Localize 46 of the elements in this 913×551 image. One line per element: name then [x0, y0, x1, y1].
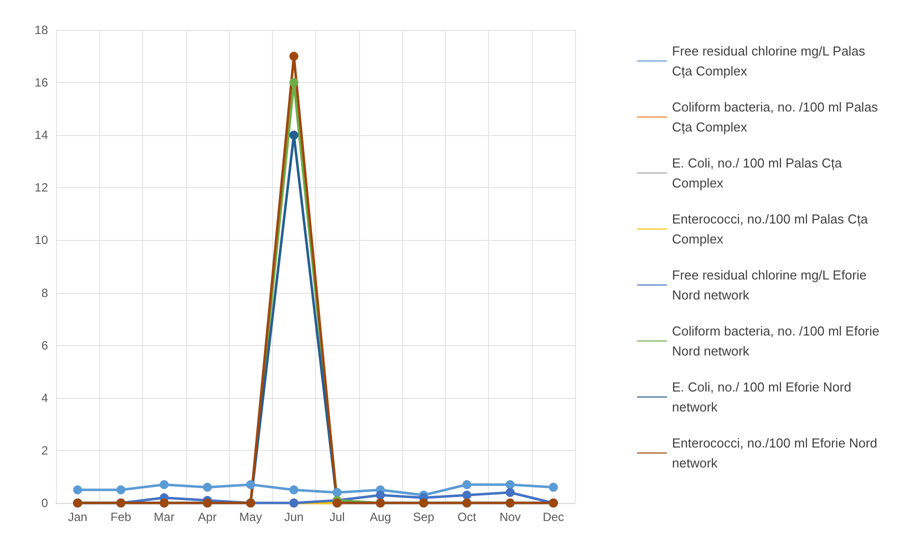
- point: [160, 480, 169, 490]
- x-tick-label: Feb: [110, 510, 132, 524]
- point: [289, 78, 298, 88]
- x-tick-label: Jul: [329, 510, 345, 524]
- point: [289, 52, 298, 61]
- y-tick-label: 14: [34, 128, 48, 142]
- point: [246, 480, 256, 490]
- y-tick-label: 18: [34, 23, 48, 37]
- legend-label: Coliform bacteria, no. /100 ml Palas Cța Complex: [672, 100, 882, 134]
- legend-label: Enterococci, no./100 ml Eforie Nord network: [672, 436, 881, 470]
- point: [73, 485, 82, 494]
- y-tick-label: 4: [41, 390, 48, 405]
- point: [462, 480, 472, 490]
- y-tick-label: 2: [41, 443, 48, 458]
- point: [332, 488, 342, 497]
- point: [116, 485, 126, 494]
- point: [462, 490, 472, 500]
- x-tick-label: May: [239, 510, 262, 524]
- x-tick-label: Mar: [154, 510, 174, 524]
- x-tick-label: Jun: [284, 510, 304, 524]
- point: [289, 130, 298, 140]
- y-tick-label: 8: [41, 286, 48, 300]
- x-tick-label: Dec: [542, 510, 564, 524]
- point: [506, 480, 515, 490]
- y-tick-label: 6: [41, 338, 48, 352]
- x-tick-label: Sep: [412, 510, 435, 524]
- point: [289, 485, 298, 494]
- x-tick-label: Nov: [499, 510, 521, 524]
- legend-label: E. Coli, no./ 100 ml Palas Cța Complex: [672, 156, 846, 190]
- legend-label: E. Coli, no./ 100 ml Eforie Nord network: [672, 380, 855, 414]
- x-tick-label: Jan: [68, 510, 88, 524]
- legend-label: Coliform bacteria, no. /100 ml Eforie Nord network: [672, 324, 883, 358]
- x-tick-label: Oct: [458, 510, 477, 524]
- x-tick-label: Aug: [370, 510, 392, 524]
- legend-label: Free residual chlorine mg/L Palas Cța Complex: [672, 44, 869, 78]
- y-tick-label: 0: [41, 496, 48, 510]
- legend-label: Free residual chlorine mg/L Eforie Nord network: [672, 268, 870, 302]
- point: [202, 482, 212, 492]
- y-tick-label: 16: [34, 76, 48, 90]
- x-tick-label: Apr: [198, 510, 217, 524]
- point: [376, 490, 385, 500]
- y-tick-label: 10: [34, 233, 48, 248]
- point: [506, 488, 515, 497]
- y-tick-label: 12: [34, 180, 48, 195]
- point: [548, 482, 558, 492]
- legend-label: Enterococci, no./100 ml Palas Cța Complex: [672, 212, 872, 246]
